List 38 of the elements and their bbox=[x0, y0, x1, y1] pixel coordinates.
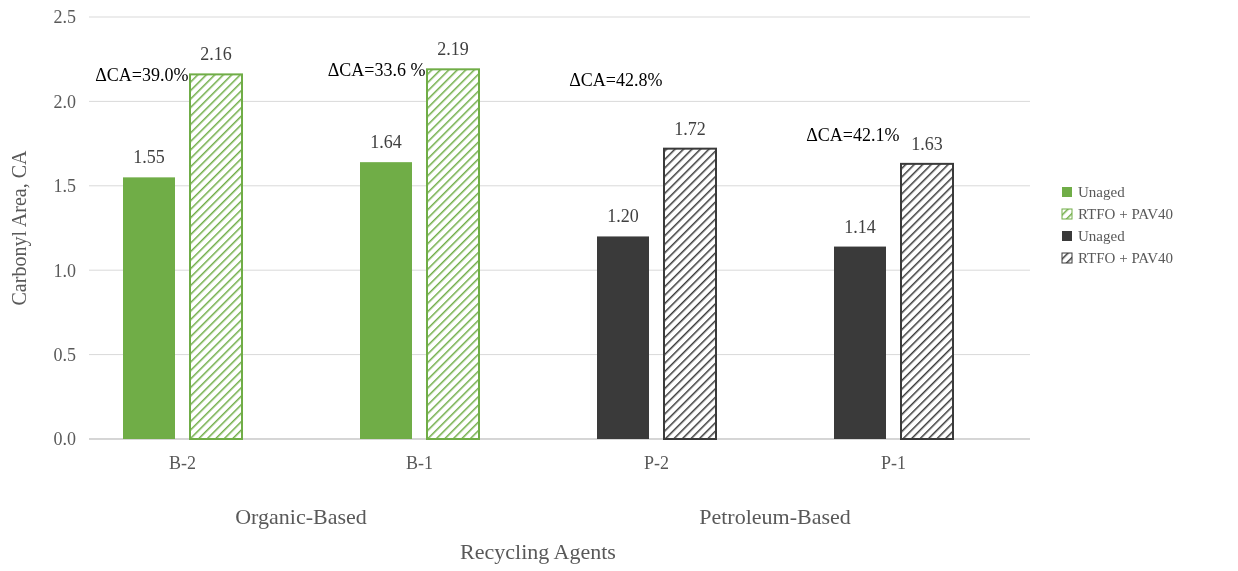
x-tick-label: B-2 bbox=[169, 453, 196, 473]
data-label: 1.55 bbox=[133, 147, 165, 168]
bar bbox=[663, 147, 717, 440]
annotation: ΔCA=39.0% bbox=[95, 65, 189, 86]
annotation: ΔCA=33.6 % bbox=[327, 60, 426, 81]
bar bbox=[834, 246, 886, 439]
bar bbox=[900, 162, 954, 440]
text: Organic-Based bbox=[235, 504, 367, 529]
data-label: 1.64 bbox=[370, 132, 402, 153]
y-tick-label: 2.5 bbox=[53, 7, 76, 28]
data-label: 1.14 bbox=[844, 216, 876, 237]
data-label: 2.19 bbox=[437, 39, 469, 60]
x-tick-label: P-1 bbox=[880, 453, 907, 473]
data-label: 2.16 bbox=[200, 44, 232, 65]
bar bbox=[123, 177, 175, 439]
x-axis-title: Recycling Agents bbox=[460, 539, 616, 564]
data-label: 1.63 bbox=[911, 133, 943, 154]
legend-label: Unaged bbox=[1078, 184, 1126, 201]
x-tick-label: P-2 bbox=[643, 453, 670, 473]
annotation: ΔCA=42.8% bbox=[569, 70, 663, 91]
legend-label: Unaged bbox=[1078, 228, 1126, 245]
y-axis-title: Carbonyl Area, CA bbox=[8, 149, 31, 306]
y-tick-label: 0.0 bbox=[53, 429, 76, 450]
bar bbox=[360, 162, 412, 439]
y-tick-label: 1.0 bbox=[53, 260, 76, 281]
y-tick-label: 1.5 bbox=[53, 176, 76, 197]
data-label: 1.72 bbox=[674, 118, 706, 139]
y-tick-label: 0.5 bbox=[53, 344, 76, 365]
text: Petroleum-Based bbox=[699, 504, 851, 529]
legend-label: RTFO + PAV40 bbox=[1078, 206, 1174, 223]
annotation: ΔCA=42.1% bbox=[806, 125, 900, 146]
legend-label: RTFO + PAV40 bbox=[1078, 250, 1174, 267]
data-label: 1.20 bbox=[607, 206, 639, 227]
y-tick-label: 2.0 bbox=[53, 91, 76, 112]
bar bbox=[189, 73, 243, 440]
x-tick-label: B-1 bbox=[406, 453, 433, 473]
bar bbox=[426, 68, 480, 440]
bar bbox=[597, 236, 649, 439]
